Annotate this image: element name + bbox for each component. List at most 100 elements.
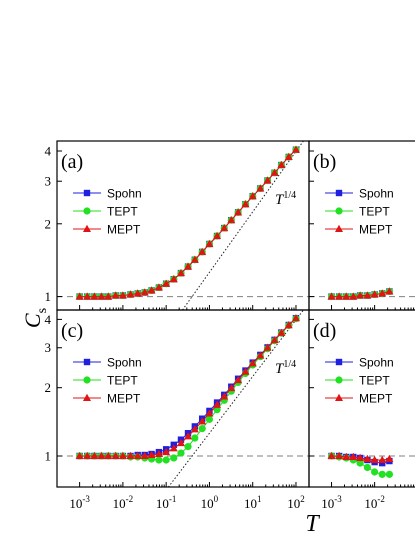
legend-marker-spohn [83,358,91,366]
legend: Spohn TEPT MEPT [73,187,142,237]
legend-label-tept: TEPT [359,374,390,388]
x-tick-label: 10-3 [69,494,90,511]
series-tept [76,315,300,464]
data-point-mept [241,367,250,375]
x-tick-label: 10-3 [321,494,342,511]
data-point-mept [83,451,92,459]
data-point-mept [227,215,236,224]
power-law-reference [167,310,305,487]
panel-frame [308,140,415,311]
legend-label-spohn: Spohn [359,187,394,201]
plot-area-d [309,451,415,478]
x-tick-label: 10-2 [113,494,134,511]
data-point-mept [133,289,142,297]
data-point-mept [133,451,142,459]
data-point-mept [83,292,92,300]
legend-label-spohn: Spohn [359,356,394,370]
data-point-mept [140,288,149,296]
y-tick-label: 1 [45,448,52,463]
data-point-mept [256,351,265,359]
data-point-mept [118,291,127,299]
data-point-tept [371,468,379,476]
data-point-mept [154,283,163,291]
panel-d: (d) Spohn TEPT MEPT 10-3 10-2 [308,309,415,511]
y-tick-label: 4 [45,312,52,327]
series-mept [327,451,394,464]
data-point-mept [111,451,120,459]
data-point-tept [385,470,393,478]
data-point-mept [342,292,351,300]
legend-marker-mept [335,393,343,401]
data-point-mept [291,313,300,322]
data-point-mept [342,452,351,460]
data-point-mept [198,417,207,425]
y-tick-label: 4 [45,144,52,159]
series-mept [75,313,300,459]
x-tick-label: 101 [244,494,261,511]
data-point-tept [170,454,178,462]
data-point-mept [220,392,229,400]
legend-label-mept: MEPT [107,223,141,237]
data-point-mept [90,292,99,300]
panel-label: (c) [61,320,83,342]
series-mept [75,145,300,300]
data-point-mept [205,239,214,247]
legend-marker-mept [83,393,91,401]
data-point-tept [378,470,386,478]
series-mept [327,287,394,300]
data-point-mept [220,223,229,232]
panel-label: (a) [61,151,83,173]
data-point-mept [104,292,113,300]
data-point-mept [335,451,344,459]
legend-marker-tept [335,376,343,384]
data-point-mept [97,451,106,459]
panel-frame [56,140,310,311]
legend-marker-tept [83,376,91,384]
data-point-mept [263,343,272,351]
data-point-mept [370,290,379,298]
data-point-mept [363,291,372,299]
data-point-mept [284,152,293,160]
data-point-mept [256,184,265,192]
panel-c: 1 2 3 4 (c) T1/4 Spohn TEPT MEPT 10-3 10-2 10-1 100 1… [45,309,310,511]
data-point-mept [378,455,387,464]
legend-marker-mept [83,224,91,232]
data-point-mept [205,409,214,417]
x-tick-label: 10-1 [156,494,177,511]
panels-layer: 1 2 3 4 (a) T1/4 Spohn TEPT MEPT (b) Spohn TEPT MEPT… [45,140,415,511]
data-point-mept [349,292,358,300]
legend: Spohn TEPT MEPT [73,356,142,406]
plot-area-c [57,310,309,487]
x-axis-label: T [305,511,320,537]
data-point-tept [213,406,221,414]
data-point-tept [198,425,206,433]
data-point-tept [356,459,364,467]
legend: Spohn TEPT MEPT [325,356,394,406]
data-point-mept [327,451,336,459]
panel-b: (b) Spohn TEPT MEPT [308,140,415,311]
data-point-mept [378,289,387,297]
data-point-mept [270,335,279,344]
legend-marker-spohn [335,189,343,197]
data-point-mept [184,432,193,440]
data-point-mept [104,451,113,459]
data-point-tept [184,442,192,451]
legend-marker-spohn [83,189,91,197]
data-point-mept [270,168,279,176]
legend-marker-tept [335,207,343,215]
data-point-tept [363,463,372,472]
data-point-mept [126,451,135,459]
data-point-mept [169,444,178,452]
data-point-mept [284,321,293,329]
data-point-mept [385,287,394,295]
data-point-mept [277,328,286,336]
legend-marker-spohn [335,358,343,366]
legend-label-mept: MEPT [359,223,393,237]
data-point-mept [234,375,243,384]
panel-a: 1 2 3 4 (a) T1/4 Spohn TEPT MEPT [45,140,310,311]
legend-label-mept: MEPT [359,392,393,406]
y-tick-label: 3 [45,340,52,355]
plot-area-a [57,141,309,310]
data-point-mept [118,451,127,459]
panel-frame [308,309,415,488]
